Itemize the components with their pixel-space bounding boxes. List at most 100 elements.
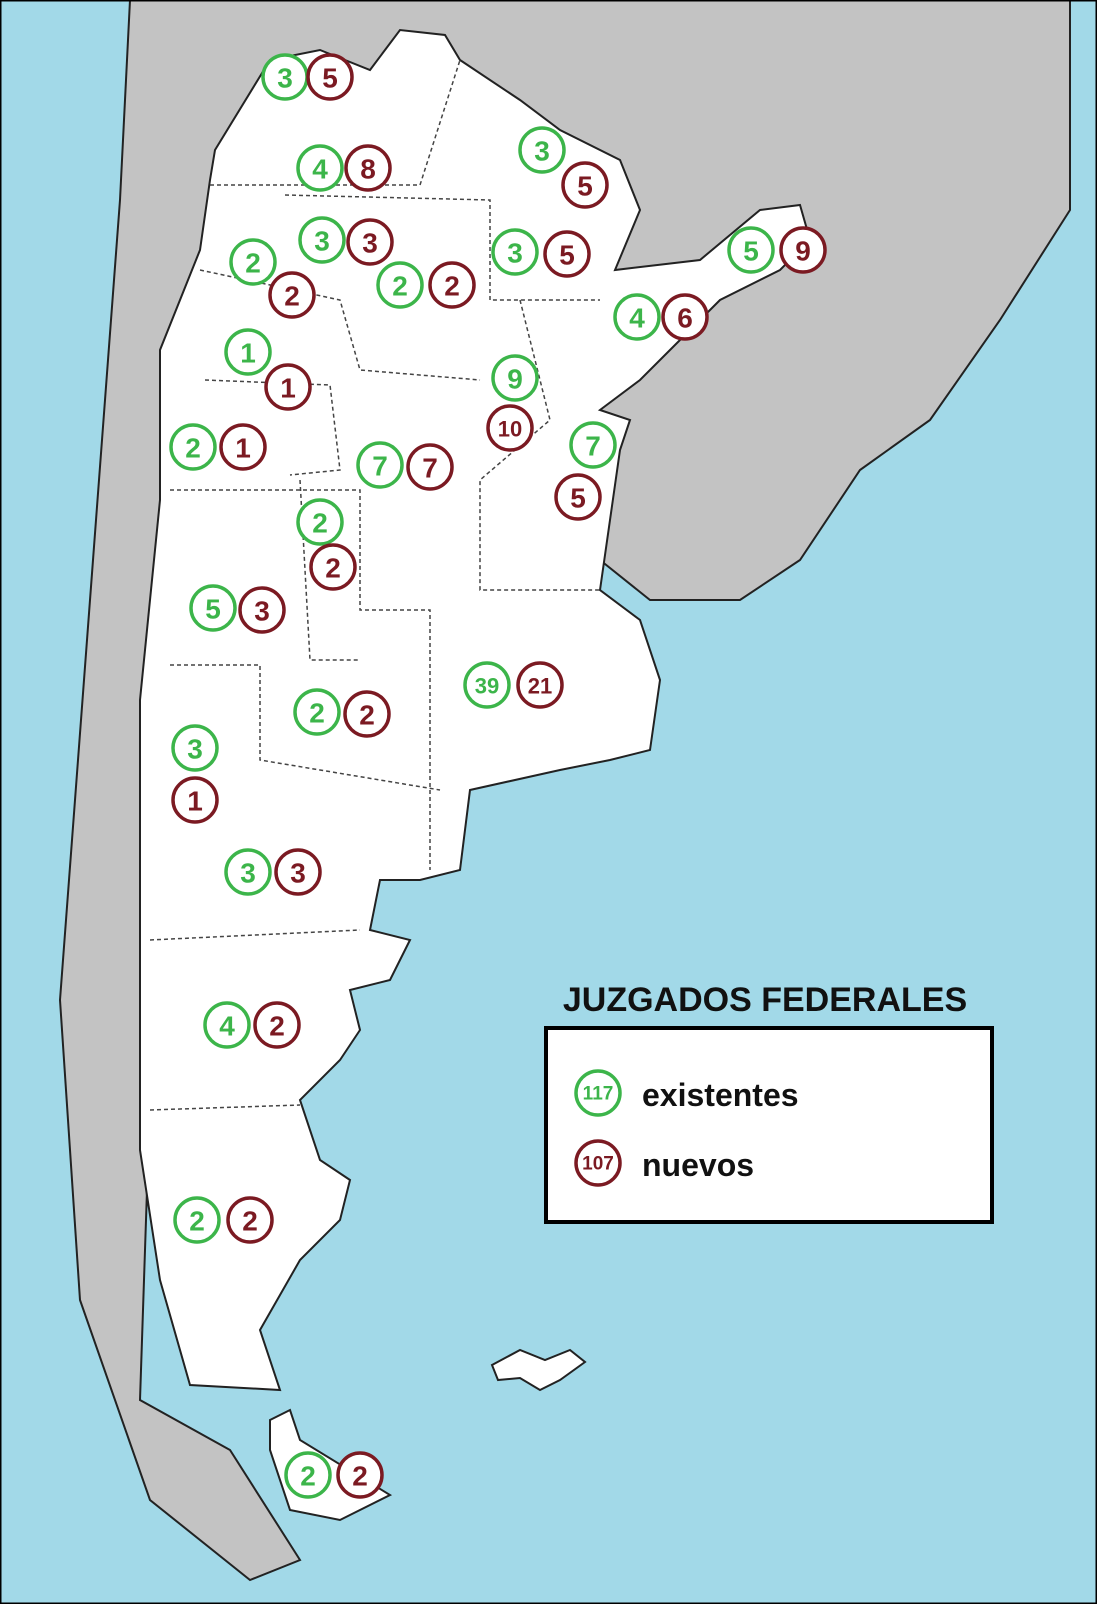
marker-circle <box>516 661 564 709</box>
marker-circle <box>554 473 602 521</box>
marker-count: 2 <box>312 508 328 539</box>
marker-count: 7 <box>372 451 388 482</box>
marker-count: 2 <box>325 553 341 584</box>
marker-count: 1 <box>187 786 203 817</box>
marker-count: 5 <box>205 594 221 625</box>
marker-circle <box>296 144 344 192</box>
marker-count: 3 <box>187 734 203 765</box>
marker-count: 3 <box>240 858 256 889</box>
marker-count: 5 <box>559 240 575 271</box>
marker-circle <box>356 441 404 489</box>
marker-count: 6 <box>677 303 693 334</box>
marker-count: 2 <box>444 271 460 302</box>
marker-circle <box>779 226 827 274</box>
marker-circle <box>518 126 566 174</box>
marker-circle <box>268 271 316 319</box>
marker-count: 7 <box>422 453 438 484</box>
marker-circle <box>274 848 322 896</box>
marker-circle <box>284 1451 332 1499</box>
malvinas <box>490 1348 587 1392</box>
marker-count: 39 <box>475 674 499 699</box>
marker-circle <box>376 261 424 309</box>
marker-circle <box>428 261 476 309</box>
marker-circle <box>406 443 454 491</box>
marker-circle <box>543 230 591 278</box>
marker-circle <box>486 404 534 452</box>
marker-circle <box>219 423 267 471</box>
marker-circle <box>171 776 219 824</box>
marker-circle <box>491 354 539 402</box>
marker-circle <box>224 848 272 896</box>
marker-count: 2 <box>269 1011 285 1042</box>
marker-count: 4 <box>219 1011 235 1042</box>
marker-count: 3 <box>534 136 550 167</box>
marker-count: 117 <box>583 1084 614 1105</box>
marker-circle <box>169 423 217 471</box>
marker-circle <box>574 1139 622 1187</box>
marker-circle <box>727 226 775 274</box>
marker-circle <box>346 218 394 266</box>
marker-count: 3 <box>362 228 378 259</box>
marker-count: 2 <box>242 1206 258 1237</box>
marker-circle <box>298 216 346 264</box>
marker-count: 7 <box>585 431 601 462</box>
marker-count: 10 <box>498 417 522 442</box>
marker-count: 107 <box>582 1154 614 1175</box>
marker-count: 5 <box>743 236 759 267</box>
marker-circle <box>293 688 341 736</box>
marker-circle <box>306 53 354 101</box>
marker-circle <box>561 161 609 209</box>
marker-circle <box>463 661 511 709</box>
marker-count: 8 <box>360 154 376 185</box>
marker-count: 5 <box>577 171 593 202</box>
marker-count: 3 <box>290 858 306 889</box>
marker-circle <box>613 293 661 341</box>
marker-circle <box>309 543 357 591</box>
marker-count: 2 <box>185 433 201 464</box>
marker-circle <box>173 1196 221 1244</box>
marker-count: 4 <box>629 303 645 334</box>
marker-count: 1 <box>240 338 256 369</box>
marker-count: 21 <box>528 674 552 699</box>
marker-count: 2 <box>189 1206 205 1237</box>
province-borders <box>149 59 600 1111</box>
legend-label: existentes <box>642 1077 799 1113</box>
marker-circle <box>224 328 272 376</box>
marker-count: 5 <box>322 63 338 94</box>
marker-circle <box>238 586 286 634</box>
marker-count: 3 <box>254 596 270 627</box>
marker-count: 2 <box>309 698 325 729</box>
marker-count: 2 <box>359 700 375 731</box>
marker-circle <box>229 238 277 286</box>
marker-circle <box>226 1196 274 1244</box>
marker-circle <box>491 228 539 276</box>
marker-count: 3 <box>314 226 330 257</box>
marker-count: 2 <box>245 248 261 279</box>
marker-circle <box>171 724 219 772</box>
marker-circle <box>253 1001 301 1049</box>
marker-count: 2 <box>300 1461 316 1492</box>
marker-count: 3 <box>507 238 523 269</box>
marker-circle <box>296 498 344 546</box>
marker-circle <box>203 1001 251 1049</box>
argentina <box>139 28 812 1392</box>
marker-circle <box>343 690 391 738</box>
map-title: JUZGADOS FEDERALES <box>563 981 967 1019</box>
marker-count: 1 <box>280 373 296 404</box>
marker-circle <box>574 1069 622 1117</box>
marker-circle <box>661 293 709 341</box>
marker-count: 2 <box>392 271 408 302</box>
marker-circle <box>569 421 617 469</box>
marker-circle <box>336 1451 384 1499</box>
marker-count: 9 <box>795 236 811 267</box>
legend-box <box>544 1026 994 1224</box>
marker-count: 4 <box>312 154 328 185</box>
marker-count: 2 <box>352 1461 368 1492</box>
marker-count: 2 <box>284 281 300 312</box>
marker-count: 1 <box>235 433 251 464</box>
legend-label: nuevos <box>642 1147 754 1183</box>
marker-count: 9 <box>507 364 523 395</box>
marker-circle <box>344 144 392 192</box>
marker-circle <box>189 584 237 632</box>
